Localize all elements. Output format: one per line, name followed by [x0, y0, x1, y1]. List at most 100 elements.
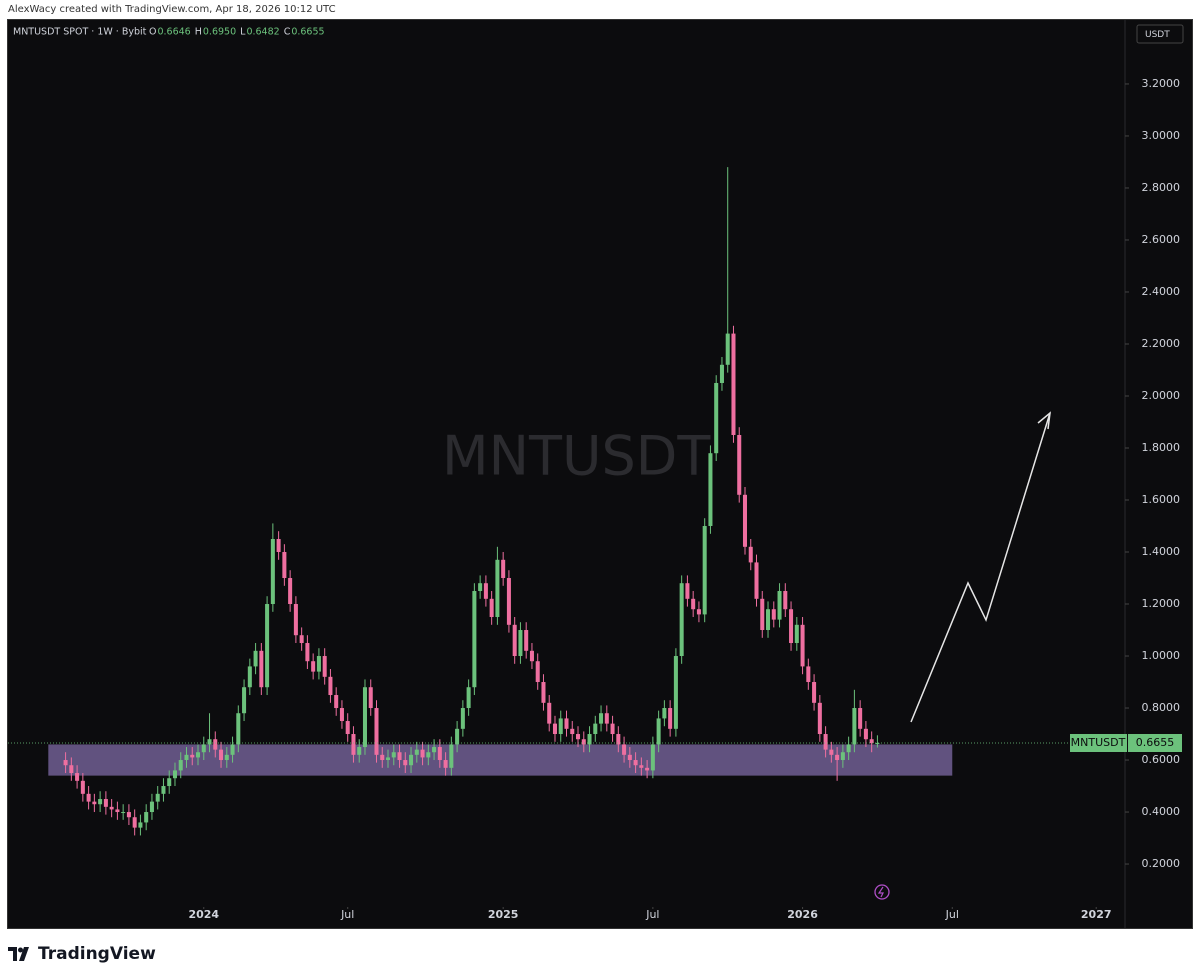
candle-body [495, 559, 500, 618]
candle-body [627, 754, 632, 761]
candle-body [610, 723, 615, 735]
arrow-head [1037, 411, 1051, 430]
candle-body [558, 718, 563, 735]
candle-body [178, 760, 183, 771]
candle-body [138, 822, 143, 828]
logo [8, 947, 29, 961]
candle-body [328, 676, 333, 696]
y-tick-label: 1.0000 [1142, 649, 1181, 662]
x-tick-label: 2026 [787, 908, 818, 921]
last-price-box [1128, 733, 1182, 752]
candle-body [501, 559, 506, 579]
credit: AlexWacy created with TradingView.com, A… [8, 4, 336, 15]
candle-body [622, 744, 627, 755]
ohlc-prefix: O [149, 27, 156, 38]
candle-body [311, 661, 316, 672]
currency: USDT [1145, 30, 1170, 40]
symbol-line: MNTUSDT SPOT · 1W · Bybit [13, 27, 147, 38]
candle-body [616, 734, 621, 745]
candle-body [875, 742, 880, 744]
candle-body [426, 752, 431, 758]
ohlc-prefix: L [240, 27, 246, 38]
projection-arrow [910, 412, 1051, 723]
candle-body [391, 752, 396, 758]
candle-body [92, 801, 97, 805]
candle-body [368, 687, 373, 709]
candle-body [737, 434, 742, 495]
candle-body [322, 656, 327, 677]
candle-body [219, 749, 224, 761]
last-price-label: 0.6655 [1136, 736, 1175, 749]
candle-body [455, 728, 460, 745]
ohlc-value: 0.6950 [203, 27, 236, 38]
candle-body [829, 749, 834, 755]
candle-body [541, 682, 546, 703]
candle-body [581, 739, 586, 745]
ohlc-prefix: H [195, 27, 202, 38]
candle-body [650, 744, 655, 771]
candle-body [593, 723, 598, 735]
y-tick-label: 1.8000 [1142, 441, 1181, 454]
candle-body [155, 793, 160, 802]
candle-body [852, 708, 857, 745]
candle-body [316, 656, 321, 672]
candle-body [714, 382, 719, 454]
candle-body [265, 604, 270, 688]
candle-body [529, 650, 534, 662]
candle-body [207, 739, 212, 745]
candle-body [506, 578, 511, 625]
x-tick-label: 2025 [488, 908, 519, 921]
candle-body [645, 767, 650, 771]
candle-body [685, 583, 690, 599]
candle-body [817, 702, 822, 735]
footer: TradingView [8, 940, 156, 968]
symbol-tag-label: MNTUSDT [1071, 736, 1126, 749]
y-tick-label: 1.4000 [1142, 545, 1181, 558]
brand: TradingView [38, 944, 156, 964]
candle-body [443, 760, 448, 768]
candle-body [230, 744, 235, 755]
candle-body [374, 708, 379, 755]
y-tick-label: 2.8000 [1142, 181, 1181, 194]
ohlc-value: 0.6655 [291, 27, 324, 38]
candle-body [282, 552, 287, 579]
candle-body [679, 583, 684, 657]
candle-body [224, 754, 229, 761]
candle-body [409, 754, 414, 766]
candle-body [109, 806, 114, 810]
candle-body [823, 734, 828, 750]
candle-body [835, 754, 840, 761]
candle-body [535, 661, 540, 683]
candle-body [472, 591, 477, 688]
symbol-tag [1070, 733, 1127, 752]
candle-body [668, 708, 673, 729]
y-tick-label: 0.6000 [1142, 753, 1181, 766]
candle-body [213, 739, 218, 750]
y-tick-label: 3.2000 [1142, 77, 1181, 90]
candle-body [466, 687, 471, 709]
y-tick-label: 1.2000 [1142, 597, 1181, 610]
y-tick-label: 3.0000 [1142, 129, 1181, 142]
event-icon [874, 884, 890, 900]
candle-body [63, 760, 68, 766]
candle-body [449, 744, 454, 768]
candle-body [167, 778, 172, 787]
candle-body [460, 708, 465, 729]
candle-body [599, 713, 604, 724]
candle-body [478, 583, 483, 592]
candle-body [731, 333, 736, 435]
candle-body [190, 754, 195, 758]
candle-body [259, 650, 264, 688]
candle-body [863, 728, 868, 740]
candle-body [702, 526, 707, 615]
candle-body [184, 754, 189, 761]
watermark: MNTUSDT [442, 425, 711, 488]
y-tick-label: 1.6000 [1142, 493, 1181, 506]
ohlc-prefix: C [284, 27, 291, 38]
candle-body [639, 765, 644, 768]
candle-body [742, 494, 748, 547]
support-zone [48, 744, 953, 776]
candle-body [754, 562, 759, 599]
candle-body [547, 702, 552, 724]
candle-body [288, 578, 293, 605]
